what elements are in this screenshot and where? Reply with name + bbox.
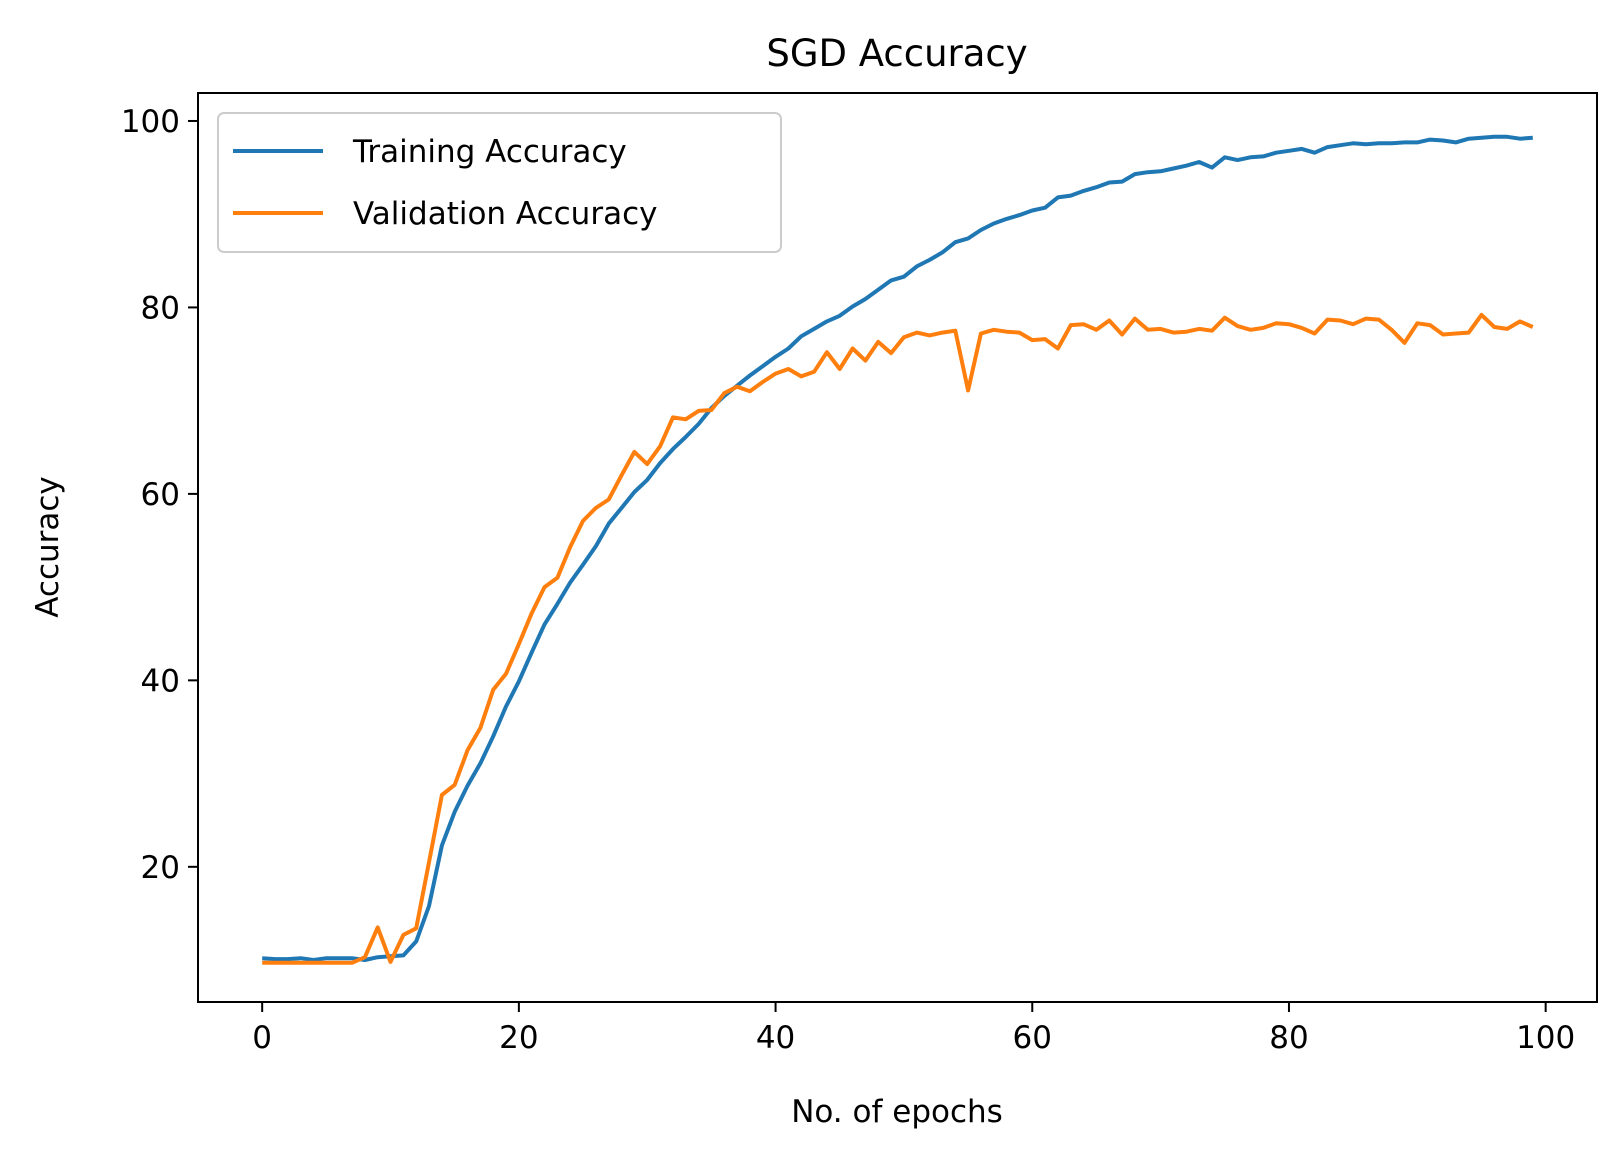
x-tick-label: 40 — [756, 1020, 795, 1056]
x-axis-label: No. of epochs — [791, 1094, 1003, 1130]
legend-box — [217, 112, 782, 253]
legend: Training Accuracy Validation Accuracy — [217, 112, 782, 253]
x-tick-label: 60 — [1013, 1020, 1052, 1056]
series-line-training — [262, 134, 1533, 962]
x-tick-label: 20 — [499, 1020, 538, 1056]
plot-lines — [262, 134, 1534, 965]
y-axis-ticks: 20 40 60 80 100 — [121, 104, 198, 886]
x-axis-ticks: 0 20 40 60 80 100 — [252, 1002, 1575, 1056]
chart-title: SGD Accuracy — [766, 32, 1027, 75]
legend-label-training: Training Accuracy — [352, 134, 627, 170]
x-tick-label: 100 — [1516, 1020, 1575, 1056]
x-tick-label: 80 — [1269, 1020, 1308, 1056]
plot-frame — [197, 92, 1598, 1003]
y-tick-label: 20 — [141, 850, 180, 886]
y-tick-label: 100 — [121, 104, 180, 140]
y-tick-label: 80 — [141, 290, 180, 326]
y-tick-label: 60 — [141, 477, 180, 513]
series-line-validation — [262, 312, 1534, 965]
y-tick-label: 40 — [141, 663, 180, 699]
y-axis-label: Accuracy — [30, 476, 66, 618]
x-tick-label: 0 — [252, 1020, 272, 1056]
legend-label-validation: Validation Accuracy — [353, 196, 657, 232]
